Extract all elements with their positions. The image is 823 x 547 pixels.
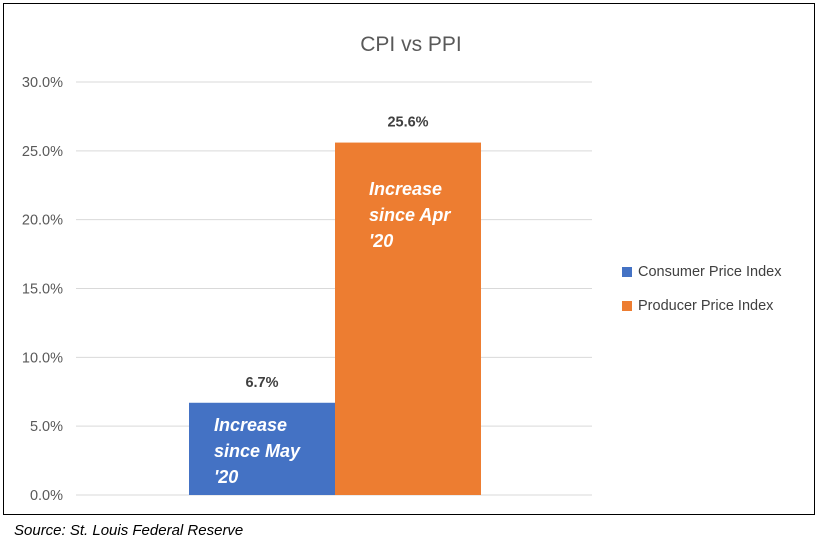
y-tick-label: 5.0%	[30, 419, 63, 435]
legend-swatch-ppi	[622, 301, 632, 311]
bar-annotation: Increase	[214, 415, 287, 435]
legend-item-ppi: Producer Price Index	[622, 296, 781, 316]
y-tick-label: 30.0%	[22, 75, 63, 91]
data-label: 25.6%	[387, 115, 428, 131]
bar-annotation: Increase	[369, 179, 442, 199]
source-note: Source: St. Louis Federal Reserve	[14, 522, 244, 539]
chart-title: CPI vs PPI	[360, 33, 462, 56]
legend-label-ppi: Producer Price Index	[638, 298, 774, 314]
bar-cpi	[189, 402, 335, 495]
gridlines	[76, 81, 592, 496]
y-tick-label: 25.0%	[22, 144, 63, 160]
legend-label-cpi: Consumer Price Index	[638, 264, 782, 280]
y-tick-label: 20.0%	[22, 213, 63, 229]
bar-ppi	[335, 142, 481, 495]
y-tick-label: 15.0%	[22, 282, 63, 298]
bar-annotation: '20	[369, 231, 393, 251]
legend-swatch-cpi	[622, 267, 632, 277]
legend: Consumer Price Index Producer Price Inde…	[622, 262, 781, 330]
bar-annotation: since May	[214, 441, 301, 461]
y-tick-label: 0.0%	[30, 488, 63, 504]
y-tick-label: 10.0%	[22, 350, 63, 366]
y-axis-ticks: 0.0% 5.0% 10.0% 15.0% 20.0% 25.0% 30.0%	[22, 75, 63, 504]
legend-item-cpi: Consumer Price Index	[622, 262, 781, 282]
bar-annotation: '20	[214, 467, 238, 487]
data-labels: 6.7% Increase since May '20 25.6% Increase sin…	[214, 115, 451, 487]
data-label: 6.7%	[245, 375, 278, 391]
bars	[189, 142, 481, 495]
bar-annotation: since Apr	[369, 205, 451, 225]
